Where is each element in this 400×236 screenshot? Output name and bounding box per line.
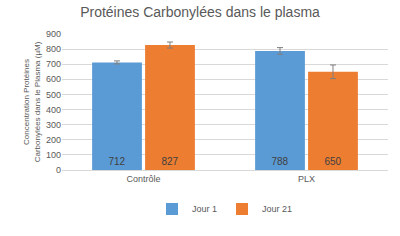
svg-text:700: 700 (46, 59, 61, 69)
svg-text:Jour 21: Jour 21 (262, 204, 292, 214)
svg-text:788: 788 (271, 156, 288, 167)
svg-text:PLX: PLX (298, 174, 315, 184)
svg-text:600: 600 (46, 74, 61, 84)
svg-text:100: 100 (46, 150, 61, 160)
svg-text:800: 800 (46, 44, 61, 54)
svg-text:200: 200 (46, 135, 61, 145)
svg-text:400: 400 (46, 105, 61, 115)
svg-text:712: 712 (108, 156, 125, 167)
svg-text:900: 900 (46, 29, 61, 39)
svg-text:Jour 1: Jour 1 (192, 204, 217, 214)
svg-text:Concentration ProtéinesCarbony: Concentration ProtéinesCarbonylées dans … (22, 41, 41, 162)
svg-text:300: 300 (46, 120, 61, 130)
svg-text:650: 650 (324, 156, 341, 167)
svg-text:500: 500 (46, 90, 61, 100)
svg-text:Contrôle: Contrôle (126, 174, 160, 184)
svg-text:0: 0 (56, 165, 61, 175)
svg-text:827: 827 (161, 156, 178, 167)
svg-text:Protéines Carbonylées dans le: Protéines Carbonylées dans le plasma (80, 4, 320, 20)
